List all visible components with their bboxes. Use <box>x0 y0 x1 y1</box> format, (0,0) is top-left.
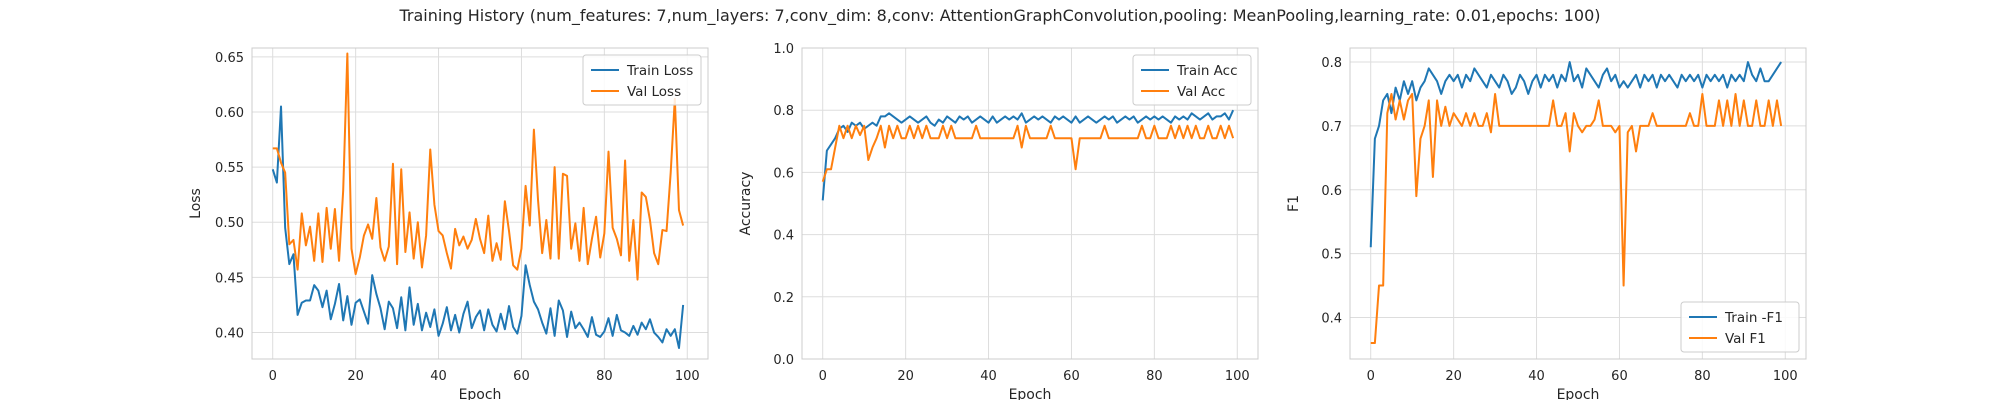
x-tick-label: 80 <box>1694 369 1711 384</box>
y-tick-label: 0.6 <box>1321 184 1342 199</box>
x-tick-label: 40 <box>1528 369 1545 384</box>
y-tick-label: 0.65 <box>215 51 244 66</box>
legend-label: Val F1 <box>1725 331 1766 347</box>
y-tick-label: 0.55 <box>215 161 244 176</box>
y-tick-label: 0.4 <box>1321 311 1342 326</box>
y-tick-label: 0.7 <box>1321 120 1342 135</box>
x-axis-label: Epoch <box>459 387 502 400</box>
y-tick-label: 0.8 <box>773 104 794 119</box>
y-tick-label: 0.0 <box>773 353 794 368</box>
y-tick-label: 0.45 <box>215 271 244 286</box>
chart-3: 0 20 40 60 80 100 0.4 0.5 0.6 0.7 0.8 Epoch F1 Train … <box>1286 47 1807 400</box>
plot-frame <box>801 47 1259 360</box>
x-tick-label: 40 <box>430 369 447 384</box>
x-tick-label: 0 <box>269 369 277 384</box>
chart-2: 0 20 40 60 80 100 0.0 0.2 0.4 0.6 0.8 1.0 Epoch Accur… <box>738 42 1259 400</box>
x-tick-label: 80 <box>596 369 613 384</box>
y-tick-label: 0.5 <box>1321 248 1342 263</box>
figure-title: Training History (num_features: 7,num_la… <box>399 6 1601 26</box>
legend-label: Val Acc <box>1177 84 1225 100</box>
y-tick-label: 0.2 <box>773 291 794 306</box>
y-tick-label: 0.60 <box>215 106 244 121</box>
chart-1: 0 20 40 60 80 100 0.40 0.45 0.50 0.55 0.60 0.65 Epoc… <box>188 47 709 400</box>
x-tick-label: 40 <box>980 369 997 384</box>
x-tick-label: 60 <box>1063 369 1080 384</box>
x-tick-label: 20 <box>897 369 914 384</box>
y-tick-label: 0.50 <box>215 216 244 231</box>
series-line-2 <box>1370 92 1783 345</box>
legend-box <box>1132 54 1252 106</box>
x-axis-label: Epoch <box>1009 387 1052 400</box>
plot-frame <box>1349 47 1807 360</box>
plot-frame <box>251 47 709 360</box>
x-tick-label: 0 <box>819 369 827 384</box>
legend-label: Train Acc <box>1176 63 1238 79</box>
series-line-2 <box>821 124 1235 183</box>
y-axis-label: Loss <box>188 188 204 219</box>
legend-label: Train Loss <box>626 63 693 79</box>
charts-group: 0 20 40 60 80 1000.400.450.500.550.600.65Epoc… <box>188 42 1807 400</box>
legend: Train Acc Val Acc <box>1132 54 1252 106</box>
x-tick-label: 0 <box>1367 369 1375 384</box>
x-tick-label: 100 <box>1773 369 1798 384</box>
y-tick-label: 0.40 <box>215 327 244 342</box>
legend: Train -F1 Val F1 <box>1680 301 1800 353</box>
y-tick-label: 0.4 <box>773 229 794 244</box>
series-line-1 <box>1369 61 1782 248</box>
x-tick-label: 80 <box>1146 369 1163 384</box>
x-tick-label: 20 <box>1445 369 1462 384</box>
series-line-1 <box>821 109 1235 201</box>
legend: Train Loss Val Loss <box>582 54 702 106</box>
y-axis-label: Accuracy <box>738 172 754 236</box>
y-tick-label: 0.8 <box>1321 56 1342 71</box>
legend-label: Val Loss <box>627 84 681 100</box>
legend-box <box>582 54 702 106</box>
y-tick-label: 1.0 <box>773 42 794 57</box>
legend-box <box>1680 301 1800 353</box>
x-tick-label: 60 <box>513 369 530 384</box>
series-line-2 <box>272 52 685 281</box>
series-line-1 <box>271 105 685 349</box>
x-tick-label: 60 <box>1611 369 1628 384</box>
x-axis-label: Epoch <box>1557 387 1600 400</box>
x-tick-label: 100 <box>1225 369 1250 384</box>
y-axis-label: F1 <box>1286 195 1302 212</box>
x-tick-label: 100 <box>675 369 700 384</box>
y-tick-label: 0.6 <box>773 166 794 181</box>
x-tick-label: 20 <box>347 369 364 384</box>
legend-label: Train -F1 <box>1724 310 1783 326</box>
